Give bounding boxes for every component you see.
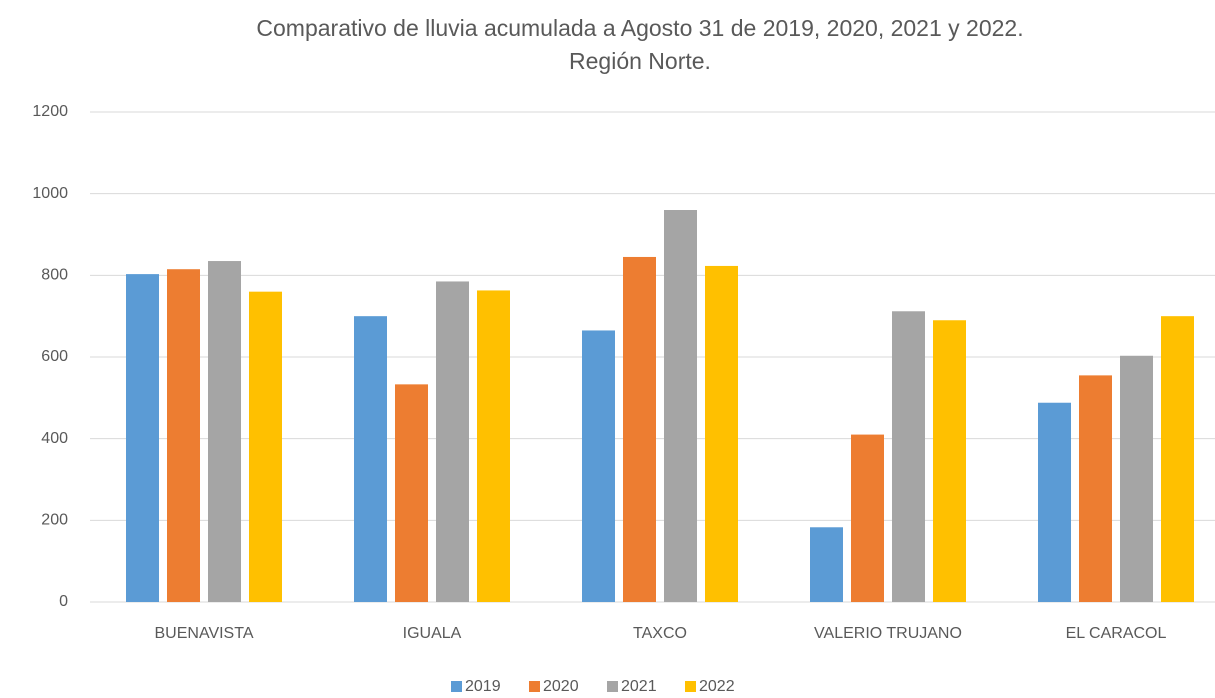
bar	[477, 290, 510, 602]
legend-swatch	[529, 681, 540, 692]
legend-label: 2019	[465, 678, 501, 695]
y-tick-label: 600	[41, 348, 68, 365]
bar	[810, 527, 843, 602]
bar	[933, 320, 966, 602]
x-tick-label: VALERIO TRUJANO	[814, 625, 962, 642]
bar	[1038, 402, 1071, 602]
bar	[208, 261, 241, 602]
x-tick-label: EL CARACOL	[1066, 625, 1167, 642]
bar	[395, 384, 428, 602]
x-tick-label: IGUALA	[403, 625, 462, 642]
bar	[436, 281, 469, 602]
y-tick-label: 0	[59, 593, 68, 610]
bar	[582, 330, 615, 602]
legend-label: 2022	[699, 678, 735, 695]
x-tick-label: TAXCO	[633, 625, 687, 642]
legend-label: 2021	[621, 678, 657, 695]
legend-swatch	[685, 681, 696, 692]
legend-label: 2020	[543, 678, 579, 695]
bar	[664, 210, 697, 602]
chart-title: Región Norte.	[569, 48, 711, 74]
bar	[167, 269, 200, 602]
bar	[892, 311, 925, 602]
x-tick-label: BUENAVISTA	[155, 625, 254, 642]
bar	[851, 434, 884, 602]
legend-swatch	[451, 681, 462, 692]
bar	[705, 265, 738, 602]
y-tick-label: 200	[41, 512, 68, 529]
y-tick-label: 400	[41, 430, 68, 447]
bar	[249, 291, 282, 602]
legend-swatch	[607, 681, 618, 692]
y-tick-label: 1000	[32, 185, 68, 202]
bar	[623, 256, 656, 602]
bar	[1079, 375, 1112, 602]
bar	[354, 316, 387, 602]
chart-title: Comparativo de lluvia acumulada a Agosto…	[256, 15, 1023, 41]
bar	[1161, 316, 1194, 602]
bar	[126, 274, 159, 602]
bar	[1120, 355, 1153, 602]
y-tick-label: 800	[41, 267, 68, 284]
y-tick-label: 1200	[32, 103, 68, 120]
